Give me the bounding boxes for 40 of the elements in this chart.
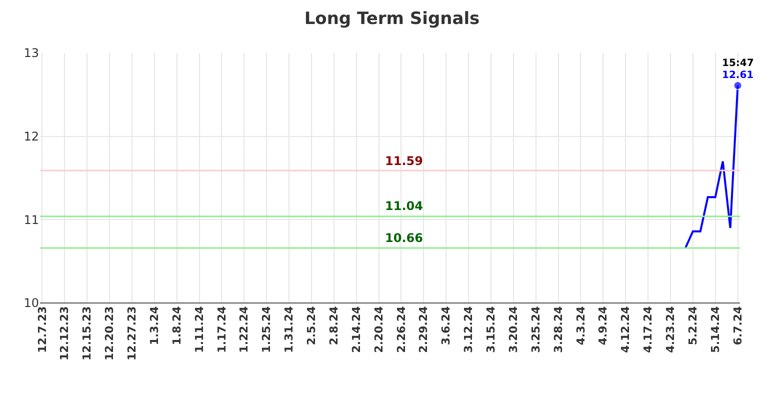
x-tick-label: 3.20.24 (506, 306, 520, 353)
x-tick-label: 2.26.24 (394, 306, 408, 353)
chart-title: Long Term Signals (304, 8, 480, 29)
x-tick-label: 4.12.24 (619, 306, 632, 353)
x-tick-label: 3.6.24 (440, 306, 453, 346)
x-tick-label: 12.15.23 (80, 306, 94, 360)
x-tick-label: 6.7.24 (731, 306, 744, 346)
data-label: 12.61 (722, 70, 754, 81)
x-tick-label: 1.22.24 (238, 306, 251, 353)
ref-line-label: 11.04 (385, 199, 423, 213)
x-tick-label: 1.25.24 (260, 306, 274, 353)
x-tick-label: 1.8.24 (170, 306, 184, 346)
x-tick-label: 3.15.24 (484, 306, 498, 353)
x-tick-label: 2.5.24 (305, 306, 318, 346)
x-tick-label: 5.2.24 (686, 306, 700, 346)
y-tick-label: 12 (24, 130, 39, 144)
x-tick-label: 5.14.24 (708, 306, 722, 353)
x-tick-label: 3.28.24 (552, 306, 565, 353)
x-tick-label: 4.17.24 (642, 306, 655, 353)
ref-line-label: 10.66 (385, 231, 423, 245)
ref-line-label: 11.59 (385, 154, 423, 168)
y-tick-label: 13 (24, 46, 39, 60)
x-tick-label: 3.12.24 (462, 306, 476, 353)
x-tick-label: 1.17.24 (215, 306, 228, 353)
x-tick-label: 2.20.24 (372, 306, 386, 353)
x-tick-label: 1.11.24 (192, 306, 206, 353)
annotation: 15:47 (722, 58, 754, 69)
x-tick-label: 1.31.24 (282, 306, 296, 353)
x-tick-label: 12.27.23 (126, 306, 139, 360)
x-tick-label: 1.3.24 (148, 306, 161, 346)
x-tick-label: 2.14.24 (350, 306, 363, 353)
x-tick-label: 2.8.24 (327, 306, 340, 346)
x-tick-label: 4.9.24 (596, 306, 610, 346)
x-tick-label: 12.20.23 (103, 306, 116, 360)
x-tick-label: 3.25.24 (529, 306, 542, 353)
x-tick-label: 4.23.24 (664, 306, 678, 353)
y-tick-label: 11 (24, 212, 39, 227)
x-tick-label: 2.29.24 (417, 306, 430, 353)
x-tick-label: 12.12.23 (58, 306, 72, 360)
x-tick-label: 4.3.24 (574, 306, 588, 346)
